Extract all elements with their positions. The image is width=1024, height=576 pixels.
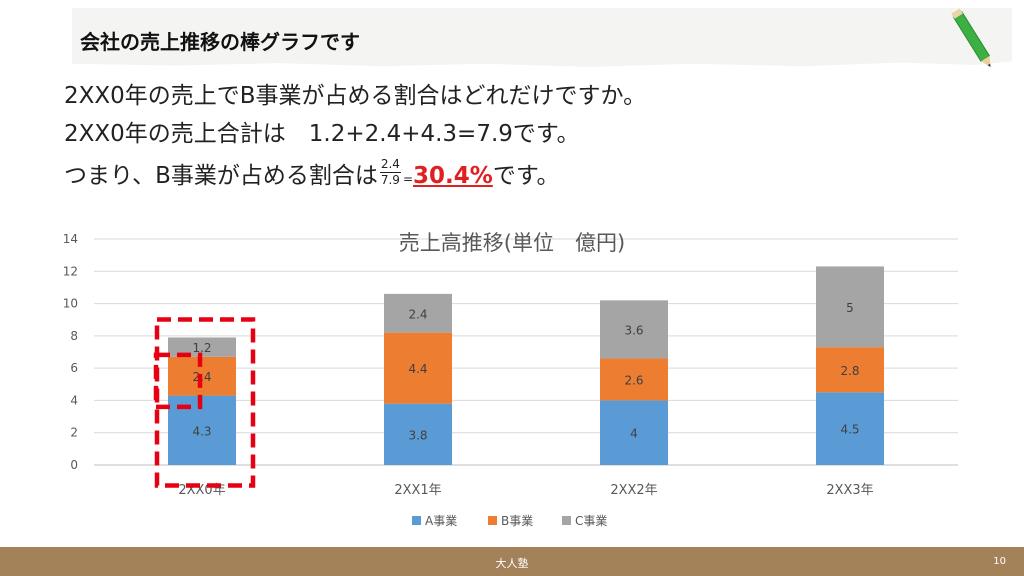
data-label: 4.5 [840, 423, 859, 437]
data-label: 3.8 [408, 428, 427, 442]
bar-a-1 [384, 403, 452, 465]
legend-swatch [412, 516, 421, 525]
answer-percent: 30.4% [413, 163, 493, 189]
chart-title: 売上高推移(単位 億円) [399, 231, 625, 255]
total-line: 2XX0年の売上合計は 1.2+2.4+4.3=7.9です。 [64, 121, 580, 147]
data-label: 2.4 [408, 307, 427, 321]
data-label: 4 [630, 427, 638, 441]
highlight-total-box [154, 317, 256, 488]
fraction-denominator: 7.9 [380, 173, 400, 187]
legend-label: A事業 [425, 514, 457, 528]
y-tick-label: 2 [70, 426, 78, 440]
title-paper-background [72, 8, 1012, 67]
bar-c-3 [816, 266, 884, 348]
answer-suffix: です。 [492, 163, 560, 189]
x-tick-label: 2XX2年 [610, 483, 657, 498]
data-label: 1.2 [192, 341, 211, 355]
bar-a-2 [600, 400, 668, 465]
bar-b-1 [384, 332, 452, 404]
legend-swatch [562, 516, 571, 525]
y-tick-label: 12 [63, 264, 78, 278]
data-label: 2.6 [624, 373, 643, 387]
footer-brand: 大人塾 [495, 557, 529, 570]
y-tick-label: 10 [63, 297, 78, 311]
fraction-numerator: 2.4 [379, 157, 401, 173]
data-label: 3.6 [624, 323, 643, 337]
data-label: 2.8 [840, 364, 859, 378]
y-tick-label: 4 [70, 393, 78, 407]
answer-prefix: つまり、B事業が占める割合は [64, 163, 378, 189]
data-label: 5 [846, 301, 854, 315]
question-line: 2XX0年の売上でB事業が占める割合はどれだけですか。 [64, 83, 647, 109]
legend-label: B事業 [501, 514, 533, 528]
footer-bar: 大人塾 10 [0, 547, 1024, 576]
bar-c-0 [168, 337, 236, 357]
bar-b-3 [816, 347, 884, 393]
bar-a-3 [816, 392, 884, 465]
data-label: 4.4 [408, 362, 427, 376]
y-tick-label: 14 [63, 232, 78, 246]
bar-c-2 [600, 300, 668, 359]
y-tick-label: 0 [70, 458, 78, 472]
legend-swatch [488, 516, 497, 525]
legend-label: C事業 [575, 514, 607, 528]
x-tick-label: 2XX3年 [826, 483, 873, 498]
data-label: 4.3 [192, 424, 211, 438]
x-tick-label: 2XX1年 [394, 483, 441, 498]
page-number: 10 [993, 556, 1006, 567]
bar-c-1 [384, 293, 452, 333]
equals-sign: = [402, 172, 414, 186]
y-tick-label: 6 [70, 361, 78, 375]
answer-line: つまり、B事業が占める割合は 2.4 7.9 =30.4%です。 [64, 156, 560, 192]
pencil-icon [951, 8, 991, 67]
y-tick-label: 8 [70, 329, 78, 343]
fraction: 2.4 7.9 [379, 157, 401, 188]
page-title: 会社の売上推移の棒グラフです [80, 30, 360, 54]
highlight-b-box [153, 352, 203, 410]
bar-b-2 [600, 358, 668, 401]
